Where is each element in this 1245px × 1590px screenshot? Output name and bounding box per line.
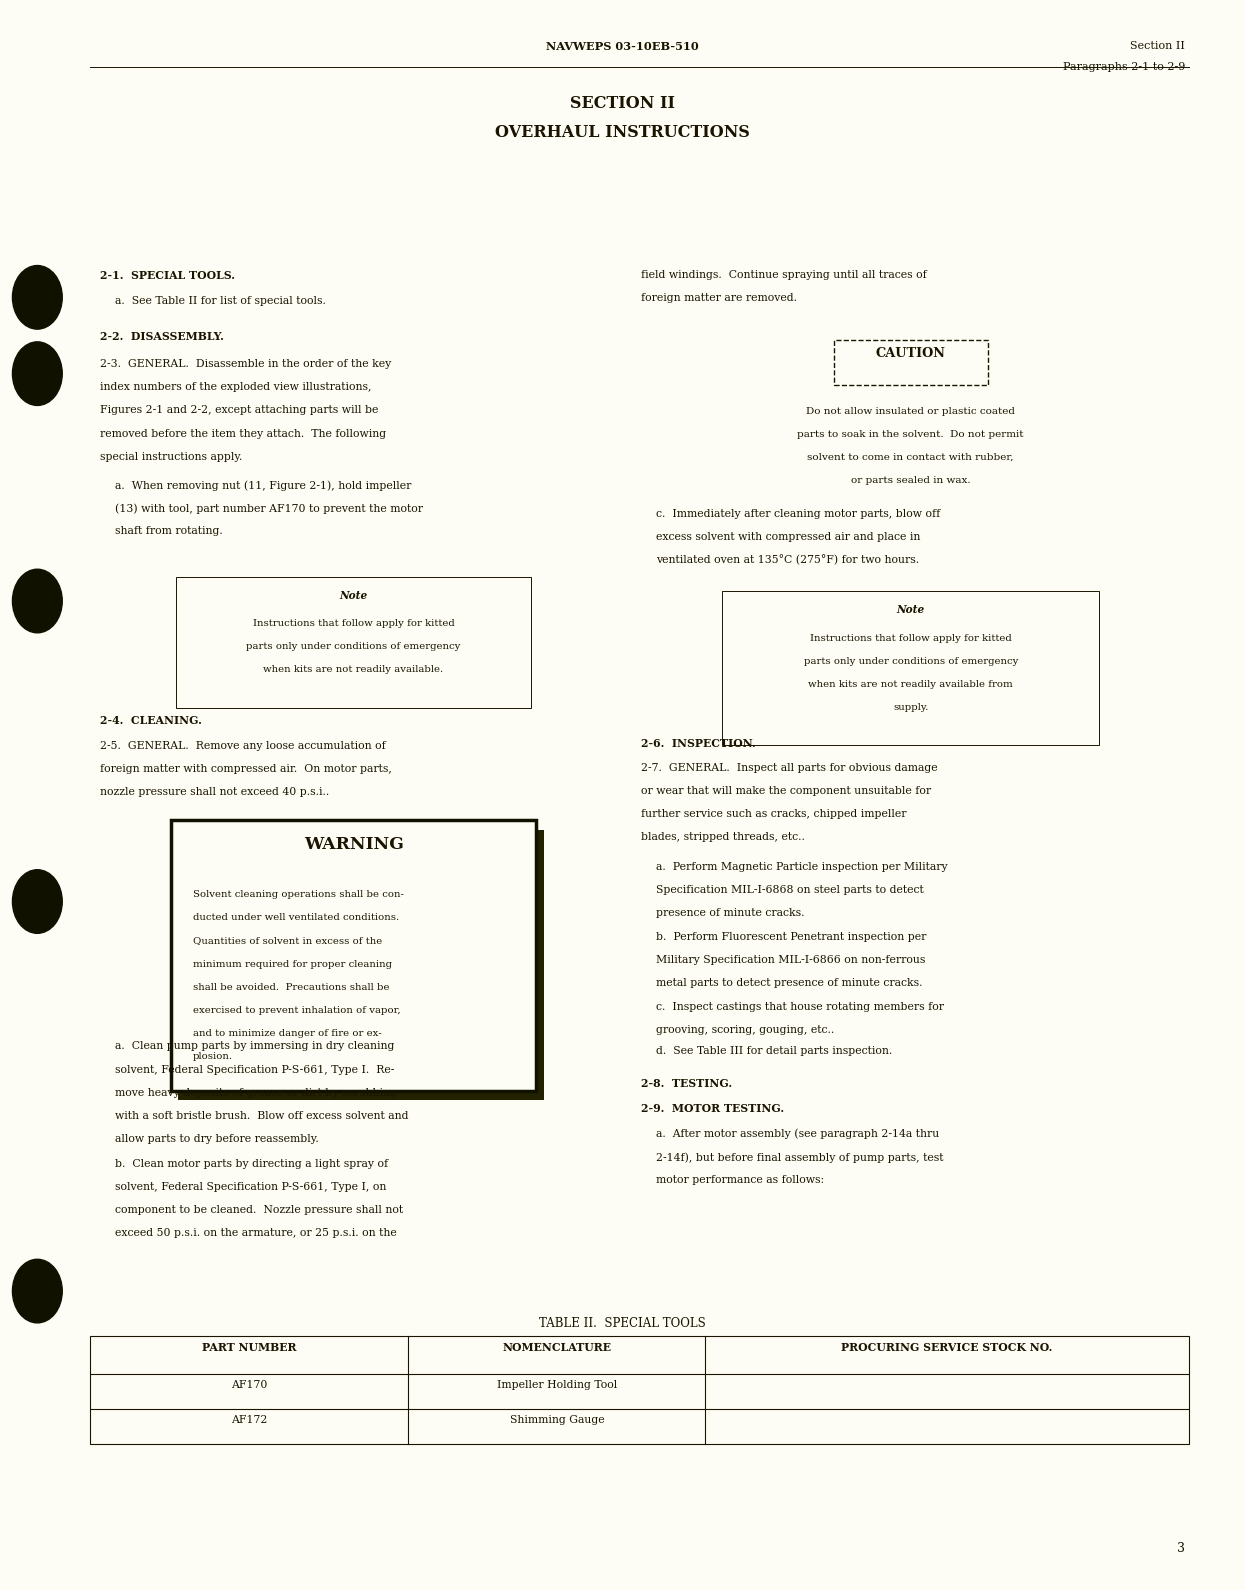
Text: a.  When removing nut (11, Figure 2-1), hold impeller: a. When removing nut (11, Figure 2-1), h… [115,480,411,491]
Text: c.  Inspect castings that house rotating members for: c. Inspect castings that house rotating … [656,1002,944,1011]
Text: nozzle pressure shall not exceed 40 p.s.i..: nozzle pressure shall not exceed 40 p.s.… [100,787,329,797]
Text: move heavy deposits of grease or dirt by scrubbing: move heavy deposits of grease or dirt by… [115,1088,397,1097]
Text: 2-3.  GENERAL.  Disassemble in the order of the key: 2-3. GENERAL. Disassemble in the order o… [100,359,391,369]
Text: Paragraphs 2-1 to 2-9: Paragraphs 2-1 to 2-9 [1063,62,1185,72]
Circle shape [12,266,62,329]
Text: component to be cleaned.  Nozzle pressure shall not: component to be cleaned. Nozzle pressure… [115,1205,402,1215]
Text: ducted under well ventilated conditions.: ducted under well ventilated conditions. [193,914,400,922]
Text: a.  Perform Magnetic Particle inspection per Military: a. Perform Magnetic Particle inspection … [656,862,947,871]
Text: Impeller Holding Tool: Impeller Holding Tool [497,1380,618,1390]
Text: 2-7.  GENERAL.  Inspect all parts for obvious damage: 2-7. GENERAL. Inspect all parts for obvi… [641,763,937,773]
Circle shape [12,342,62,405]
Text: presence of minute cracks.: presence of minute cracks. [656,908,804,917]
Text: field windings.  Continue spraying until all traces of: field windings. Continue spraying until … [641,270,928,280]
Text: a.  Clean pump parts by immersing in dry cleaning: a. Clean pump parts by immersing in dry … [115,1041,393,1051]
Text: parts to soak in the solvent.  Do not permit: parts to soak in the solvent. Do not per… [798,431,1023,439]
Text: supply.: supply. [893,703,929,712]
Text: parts only under conditions of emergency: parts only under conditions of emergency [247,642,461,652]
Bar [171,820,537,1091]
Bar [722,591,1099,744]
Text: AF170: AF170 [230,1380,268,1390]
Text: solvent, Federal Specification P-S-661, Type I, on: solvent, Federal Specification P-S-661, … [115,1183,386,1192]
Text: PART NUMBER: PART NUMBER [202,1342,296,1353]
Text: Instructions that follow apply for kitted: Instructions that follow apply for kitte… [809,633,1012,642]
Text: exercised to prevent inhalation of vapor,: exercised to prevent inhalation of vapor… [193,1006,401,1014]
Text: Military Specification MIL-I-6866 on non-ferrous: Military Specification MIL-I-6866 on non… [656,954,925,965]
Text: Specification MIL-I-6868 on steel parts to detect: Specification MIL-I-6868 on steel parts … [656,884,924,895]
Circle shape [12,870,62,933]
Text: PROCURING SERVICE STOCK NO.: PROCURING SERVICE STOCK NO. [842,1342,1053,1353]
Text: or parts sealed in wax.: or parts sealed in wax. [850,475,971,485]
Text: when kits are not readily available from: when kits are not readily available from [808,679,1013,688]
Text: a.  See Table II for list of special tools.: a. See Table II for list of special tool… [115,296,325,305]
Text: plosion.: plosion. [193,1053,233,1061]
Text: blades, stripped threads, etc..: blades, stripped threads, etc.. [641,833,806,843]
Circle shape [12,1259,62,1323]
Text: Do not allow insulated or plastic coated: Do not allow insulated or plastic coated [807,407,1015,417]
Text: Note: Note [896,604,925,615]
Text: (13) with tool, part number AF170 to prevent the motor: (13) with tool, part number AF170 to pre… [115,502,422,514]
Text: Shimming Gauge: Shimming Gauge [509,1415,604,1425]
Text: 2-2.  DISASSEMBLY.: 2-2. DISASSEMBLY. [100,331,223,342]
Text: a.  After motor assembly (see paragraph 2-14a thru: a. After motor assembly (see paragraph 2… [656,1129,940,1140]
Text: allow parts to dry before reassembly.: allow parts to dry before reassembly. [115,1134,319,1143]
Text: TABLE II.  SPECIAL TOOLS: TABLE II. SPECIAL TOOLS [539,1317,706,1329]
Text: with a soft bristle brush.  Blow off excess solvent and: with a soft bristle brush. Blow off exce… [115,1111,408,1121]
Text: Note: Note [340,590,367,601]
Text: Quantities of solvent in excess of the: Quantities of solvent in excess of the [193,937,382,946]
Text: 2-8.  TESTING.: 2-8. TESTING. [641,1078,732,1089]
Text: index numbers of the exploded view illustrations,: index numbers of the exploded view illus… [100,383,371,393]
Text: shaft from rotating.: shaft from rotating. [115,526,223,536]
Text: AF172: AF172 [230,1415,268,1425]
Text: 2-5.  GENERAL.  Remove any loose accumulation of: 2-5. GENERAL. Remove any loose accumulat… [100,741,386,750]
Text: or wear that will make the component unsuitable for: or wear that will make the component uns… [641,785,931,797]
Text: OVERHAUL INSTRUCTIONS: OVERHAUL INSTRUCTIONS [496,124,749,142]
Text: 2-1.  SPECIAL TOOLS.: 2-1. SPECIAL TOOLS. [100,270,234,281]
Text: shall be avoided.  Precautions shall be: shall be avoided. Precautions shall be [193,983,390,992]
Text: c.  Immediately after cleaning motor parts, blow off: c. Immediately after cleaning motor part… [656,509,940,518]
Text: ventilated oven at 135°C (275°F) for two hours.: ventilated oven at 135°C (275°F) for two… [656,555,919,566]
Text: exceed 50 p.s.i. on the armature, or 25 p.s.i. on the: exceed 50 p.s.i. on the armature, or 25 … [115,1227,396,1239]
Text: 2-4.  CLEANING.: 2-4. CLEANING. [100,716,202,727]
Text: Section II: Section II [1130,41,1185,51]
Text: NOMENCLATURE: NOMENCLATURE [502,1342,611,1353]
Text: solvent, Federal Specification P-S-661, Type I.  Re-: solvent, Federal Specification P-S-661, … [115,1065,393,1075]
Bar [176,577,532,708]
Text: NAVWEPS 03-10EB-510: NAVWEPS 03-10EB-510 [547,41,698,52]
Text: parts only under conditions of emergency: parts only under conditions of emergency [803,657,1018,666]
Text: grooving, scoring, gouging, etc..: grooving, scoring, gouging, etc.. [656,1026,834,1035]
Text: 2-6.  INSPECTION.: 2-6. INSPECTION. [641,738,756,749]
Circle shape [12,569,62,633]
Bar [178,830,544,1100]
Text: 2-9.  MOTOR TESTING.: 2-9. MOTOR TESTING. [641,1103,784,1115]
Text: further service such as cracks, chipped impeller: further service such as cracks, chipped … [641,809,906,819]
Text: and to minimize danger of fire or ex-: and to minimize danger of fire or ex- [193,1029,382,1038]
Text: d.  See Table III for detail parts inspection.: d. See Table III for detail parts inspec… [656,1046,893,1056]
Bar [834,340,987,385]
Text: WARNING: WARNING [304,836,403,854]
Text: Instructions that follow apply for kitted: Instructions that follow apply for kitte… [253,619,454,628]
Text: b.  Perform Fluorescent Penetrant inspection per: b. Perform Fluorescent Penetrant inspect… [656,932,926,941]
Text: b.  Clean motor parts by directing a light spray of: b. Clean motor parts by directing a ligh… [115,1159,387,1169]
Text: 3: 3 [1178,1542,1185,1555]
Text: SECTION II: SECTION II [570,95,675,113]
Text: foreign matter are removed.: foreign matter are removed. [641,293,797,304]
Text: CAUTION: CAUTION [875,347,946,359]
Text: solvent to come in contact with rubber,: solvent to come in contact with rubber, [808,453,1013,463]
Text: motor performance as follows:: motor performance as follows: [656,1175,824,1185]
Text: minimum required for proper cleaning: minimum required for proper cleaning [193,960,392,968]
Text: excess solvent with compressed air and place in: excess solvent with compressed air and p… [656,531,920,542]
Text: Solvent cleaning operations shall be con-: Solvent cleaning operations shall be con… [193,890,403,900]
Text: metal parts to detect presence of minute cracks.: metal parts to detect presence of minute… [656,978,923,987]
Text: removed before the item they attach.  The following: removed before the item they attach. The… [100,428,386,439]
Text: 2-14f), but before final assembly of pump parts, test: 2-14f), but before final assembly of pum… [656,1151,944,1162]
Bar [90,1336,1189,1444]
Text: Figures 2-1 and 2-2, except attaching parts will be: Figures 2-1 and 2-2, except attaching pa… [100,405,378,415]
Text: special instructions apply.: special instructions apply. [100,452,242,461]
Text: foreign matter with compressed air.  On motor parts,: foreign matter with compressed air. On m… [100,763,391,774]
Text: when kits are not readily available.: when kits are not readily available. [264,665,443,674]
